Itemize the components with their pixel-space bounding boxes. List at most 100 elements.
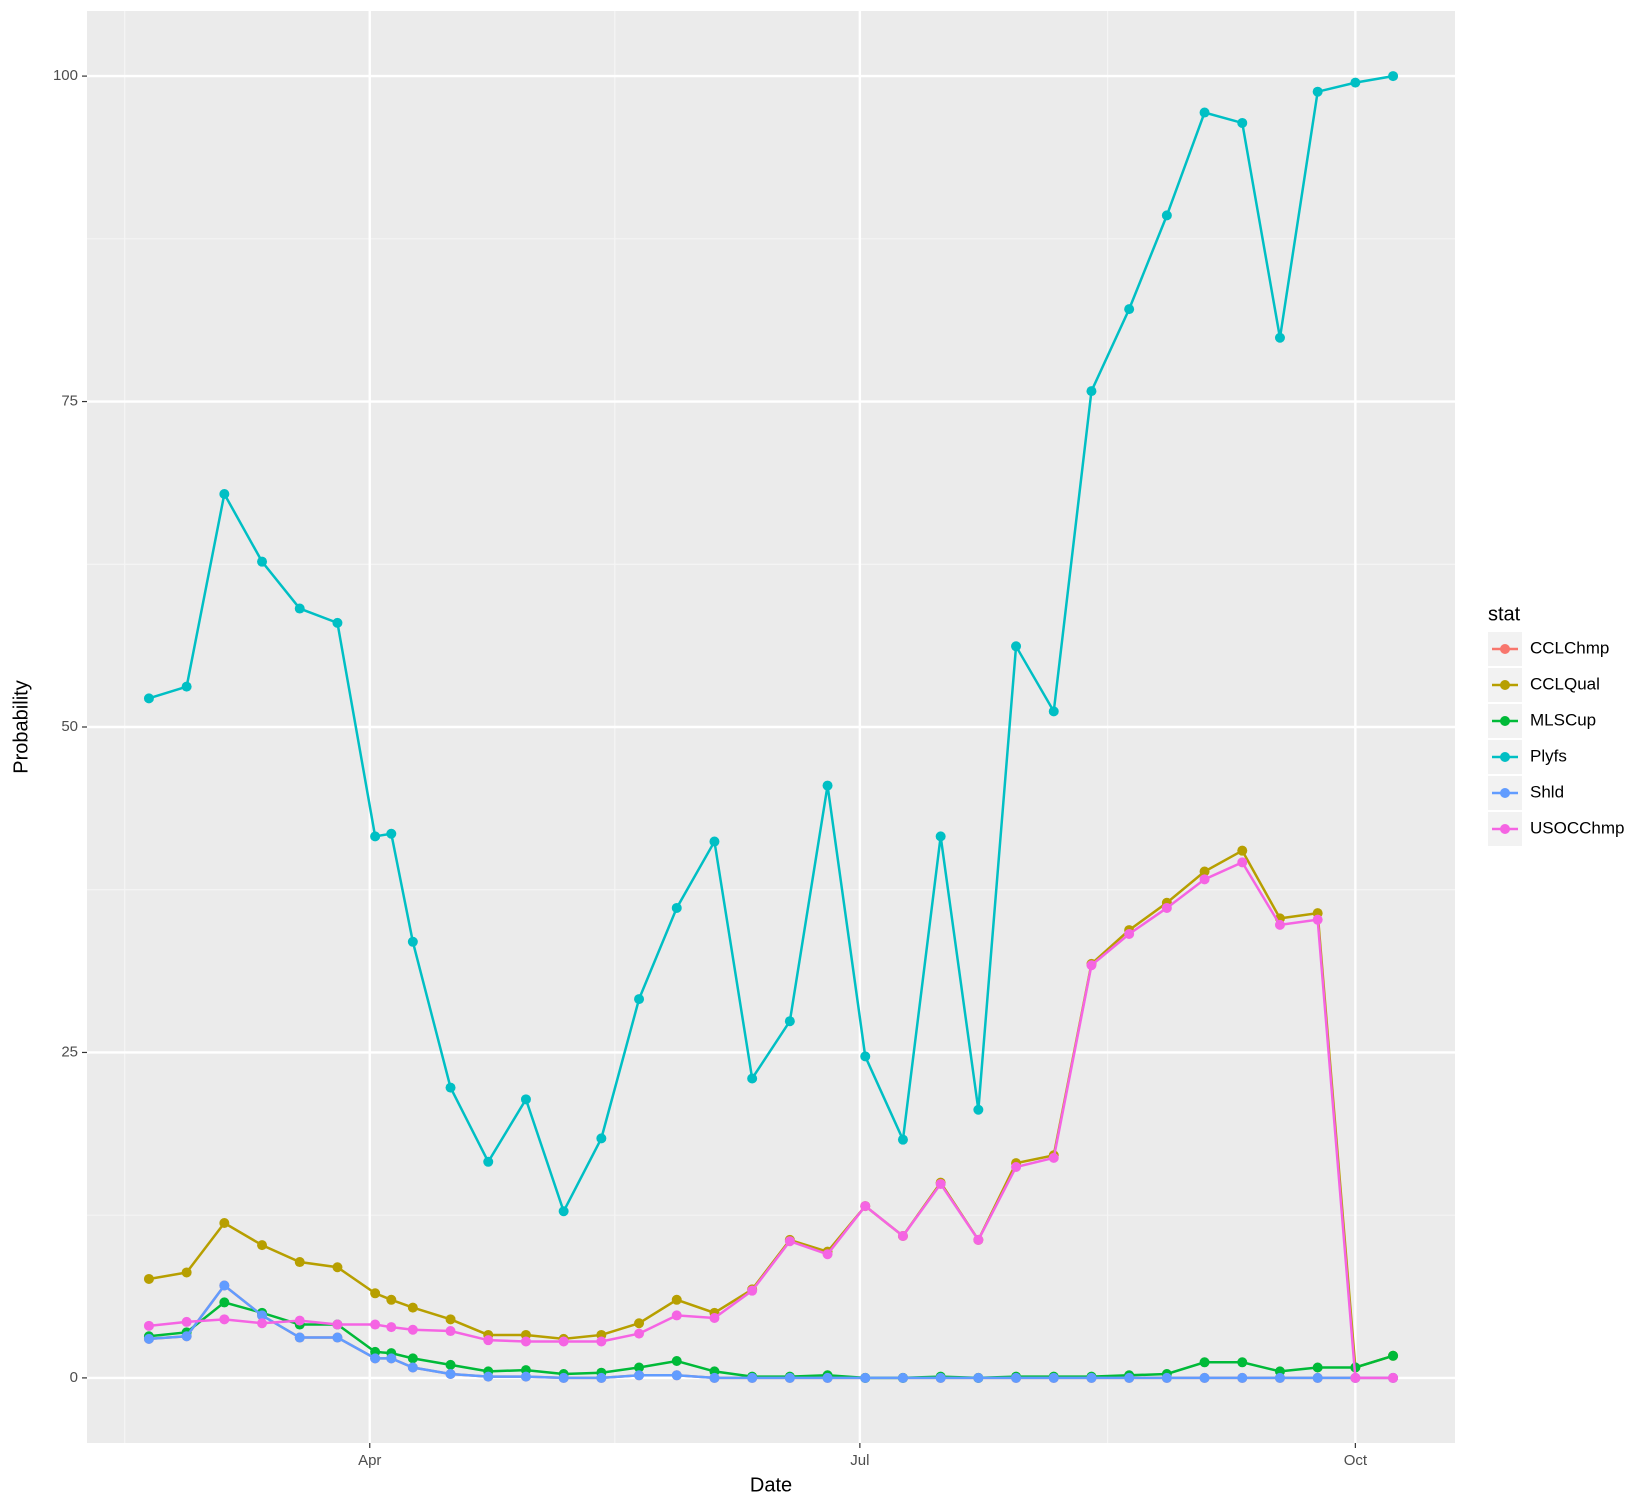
legend-point xyxy=(1500,644,1510,654)
point xyxy=(386,828,397,839)
x-tick-label: Oct xyxy=(1344,1452,1368,1469)
point xyxy=(784,1236,795,1247)
point xyxy=(1237,1372,1248,1383)
point xyxy=(332,1332,343,1343)
point xyxy=(386,1294,397,1305)
legend-label: MLSCup xyxy=(1530,710,1596,729)
point xyxy=(143,1273,154,1284)
point xyxy=(294,603,305,614)
point xyxy=(935,1372,946,1383)
point xyxy=(634,1362,645,1373)
point xyxy=(671,902,682,913)
point xyxy=(747,1285,758,1296)
point xyxy=(747,1372,758,1383)
legend-point xyxy=(1500,824,1510,834)
point xyxy=(445,1314,456,1325)
point xyxy=(1237,1357,1248,1368)
point xyxy=(1011,1162,1022,1173)
point xyxy=(386,1322,397,1333)
point xyxy=(1199,866,1210,877)
point xyxy=(1161,1372,1172,1383)
point xyxy=(1274,919,1285,930)
point xyxy=(1237,117,1248,128)
y-tick-label: 0 xyxy=(70,1369,78,1386)
point xyxy=(709,1372,720,1383)
point xyxy=(520,1094,531,1105)
point xyxy=(386,1353,397,1364)
point xyxy=(1199,107,1210,118)
point xyxy=(822,1372,833,1383)
point xyxy=(634,1370,645,1381)
point xyxy=(1124,1372,1135,1383)
point xyxy=(822,780,833,791)
point xyxy=(257,1240,268,1251)
marks xyxy=(143,71,1399,1383)
point xyxy=(1350,1372,1361,1383)
point xyxy=(1350,77,1361,88)
point xyxy=(370,1319,381,1330)
x-tick-label: Apr xyxy=(358,1452,381,1469)
point xyxy=(671,1310,682,1321)
legend-label: CCLChmp xyxy=(1530,638,1609,657)
legend: CCLChmp CCLQual MLSCup Plyfs Shld USOCChmp xyxy=(1488,632,1624,846)
point xyxy=(143,693,154,704)
point xyxy=(935,831,946,842)
y-axis-label: Probability xyxy=(10,680,32,773)
point xyxy=(784,1016,795,1027)
point xyxy=(897,1372,908,1383)
point xyxy=(596,1372,607,1383)
point xyxy=(181,1267,192,1278)
point xyxy=(370,1353,381,1364)
point xyxy=(1312,1372,1323,1383)
point xyxy=(520,1371,531,1382)
point xyxy=(181,681,192,692)
point xyxy=(634,1328,645,1339)
point xyxy=(1274,1372,1285,1383)
point xyxy=(596,1133,607,1144)
legend-point xyxy=(1500,752,1510,762)
point xyxy=(1161,210,1172,221)
legend-title: stat xyxy=(1488,603,1521,625)
point xyxy=(1086,386,1097,397)
legend-label: CCLQual xyxy=(1530,674,1600,693)
point xyxy=(370,831,381,842)
point xyxy=(671,1294,682,1305)
point xyxy=(445,1359,456,1370)
point xyxy=(1237,845,1248,856)
y-tick-label: 100 xyxy=(53,67,78,84)
point xyxy=(1312,1362,1323,1373)
point xyxy=(860,1201,871,1212)
point xyxy=(257,1310,268,1321)
point xyxy=(1388,71,1399,82)
point xyxy=(294,1315,305,1326)
legend-point xyxy=(1500,788,1510,798)
point xyxy=(1048,1372,1059,1383)
x-tick-label: Jul xyxy=(850,1452,869,1469)
point xyxy=(370,1288,381,1299)
point xyxy=(219,1280,230,1291)
point xyxy=(1124,928,1135,939)
point xyxy=(445,1082,456,1093)
point xyxy=(860,1051,871,1062)
point xyxy=(558,1206,569,1217)
point xyxy=(257,1318,268,1329)
point xyxy=(294,1332,305,1343)
point xyxy=(784,1372,795,1383)
y-tick-label: 25 xyxy=(61,1043,78,1060)
legend-point xyxy=(1500,680,1510,690)
point xyxy=(671,1355,682,1366)
point xyxy=(1161,902,1172,913)
point xyxy=(143,1333,154,1344)
point xyxy=(332,617,343,628)
point xyxy=(1312,914,1323,925)
point xyxy=(219,1297,230,1308)
point xyxy=(1199,1372,1210,1383)
point xyxy=(332,1319,343,1330)
point xyxy=(973,1372,984,1383)
point xyxy=(332,1262,343,1273)
point xyxy=(973,1234,984,1245)
point xyxy=(558,1372,569,1383)
point xyxy=(973,1104,984,1115)
point xyxy=(822,1249,833,1260)
